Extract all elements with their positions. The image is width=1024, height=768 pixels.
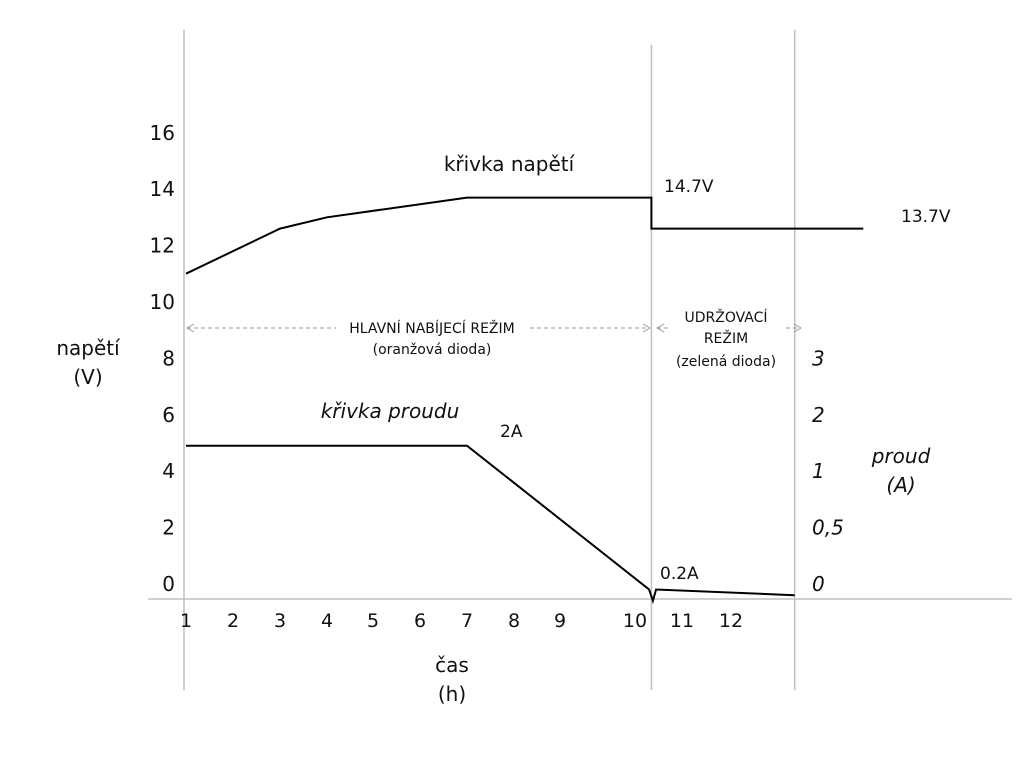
y-left-tick-label: 0: [162, 572, 175, 596]
y-right-tick-label: 2: [812, 403, 825, 427]
x-tick-label: 4: [321, 610, 333, 632]
arrow-head: [793, 323, 803, 333]
current-high-annotation: 2A: [500, 422, 523, 442]
x-tick-labels: 1 2 3 4 5 6 7 8 9 10 11 12: [180, 610, 743, 632]
y-left-tick-labels: 0 2 4 6 8 10 12 14 16: [150, 121, 175, 596]
main-mode-label: HLAVNÍ NABÍJECÍ REŽIM: [349, 319, 514, 337]
arrow-head: [185, 323, 195, 333]
x-tick-label: 9: [554, 610, 566, 632]
x-tick-label: 8: [508, 610, 520, 632]
x-tick-label: 5: [367, 610, 379, 632]
arrow-head: [642, 323, 652, 333]
hold-mode-label-line1: UDRŽOVACÍ: [684, 308, 767, 326]
y-right-tick-label: 0,5: [812, 516, 844, 540]
y-right-tick-labels: 0 0,5 1 2 3: [812, 346, 844, 596]
series-lines: [185, 196, 864, 605]
x-tick-label: 3: [274, 610, 286, 632]
current-curve: [186, 444, 795, 605]
x-tick-label: 11: [670, 610, 694, 632]
mode-arrows: [185, 323, 803, 333]
y-left-tick-label: 8: [162, 346, 175, 370]
arrow-head: [655, 323, 665, 333]
voltage-high-annotation: 14.7V: [664, 177, 714, 197]
x-label-line2: (h): [438, 682, 466, 706]
current-series-label: křivka proudu: [321, 399, 460, 423]
y-right-tick-label: 1: [812, 459, 825, 483]
y-right-tick-label: 0: [812, 572, 825, 596]
hold-mode-label-line2: REŽIM: [704, 329, 748, 347]
y-left-label-line1: napětí: [56, 336, 121, 360]
x-tick-label: 1: [180, 610, 192, 632]
voltage-low-annotation: 13.7V: [901, 207, 951, 227]
y-left-tick-label: 4: [162, 459, 175, 483]
y-left-tick-label: 12: [150, 234, 175, 258]
y-left-label-line2: (V): [73, 365, 102, 389]
current-low-annotation: 0.2A: [660, 564, 699, 584]
y-left-tick-label: 10: [150, 290, 175, 314]
guide-lines: [183, 30, 796, 690]
y-right-label-line1: proud: [871, 444, 931, 468]
y-left-tick-label: 14: [150, 177, 175, 201]
x-tick-label: 2: [227, 610, 239, 632]
main-mode-sublabel: (oranžová dioda): [373, 342, 492, 358]
x-tick-label: 7: [461, 610, 473, 632]
y-left-tick-label: 16: [150, 121, 175, 145]
x-label-line1: čas: [435, 653, 469, 677]
voltage-series-label: křivka napětí: [444, 152, 576, 176]
voltage-curve: [185, 196, 864, 275]
x-tick-label: 12: [719, 610, 743, 632]
y-right-label-line2: (A): [886, 473, 915, 497]
y-left-tick-label: 2: [162, 516, 175, 540]
y-right-tick-label: 3: [812, 346, 825, 370]
x-tick-label: 6: [414, 610, 426, 632]
x-tick-label: 10: [623, 610, 647, 632]
y-left-tick-label: 6: [162, 403, 175, 427]
hold-mode-sublabel: (zelená dioda): [676, 354, 776, 370]
